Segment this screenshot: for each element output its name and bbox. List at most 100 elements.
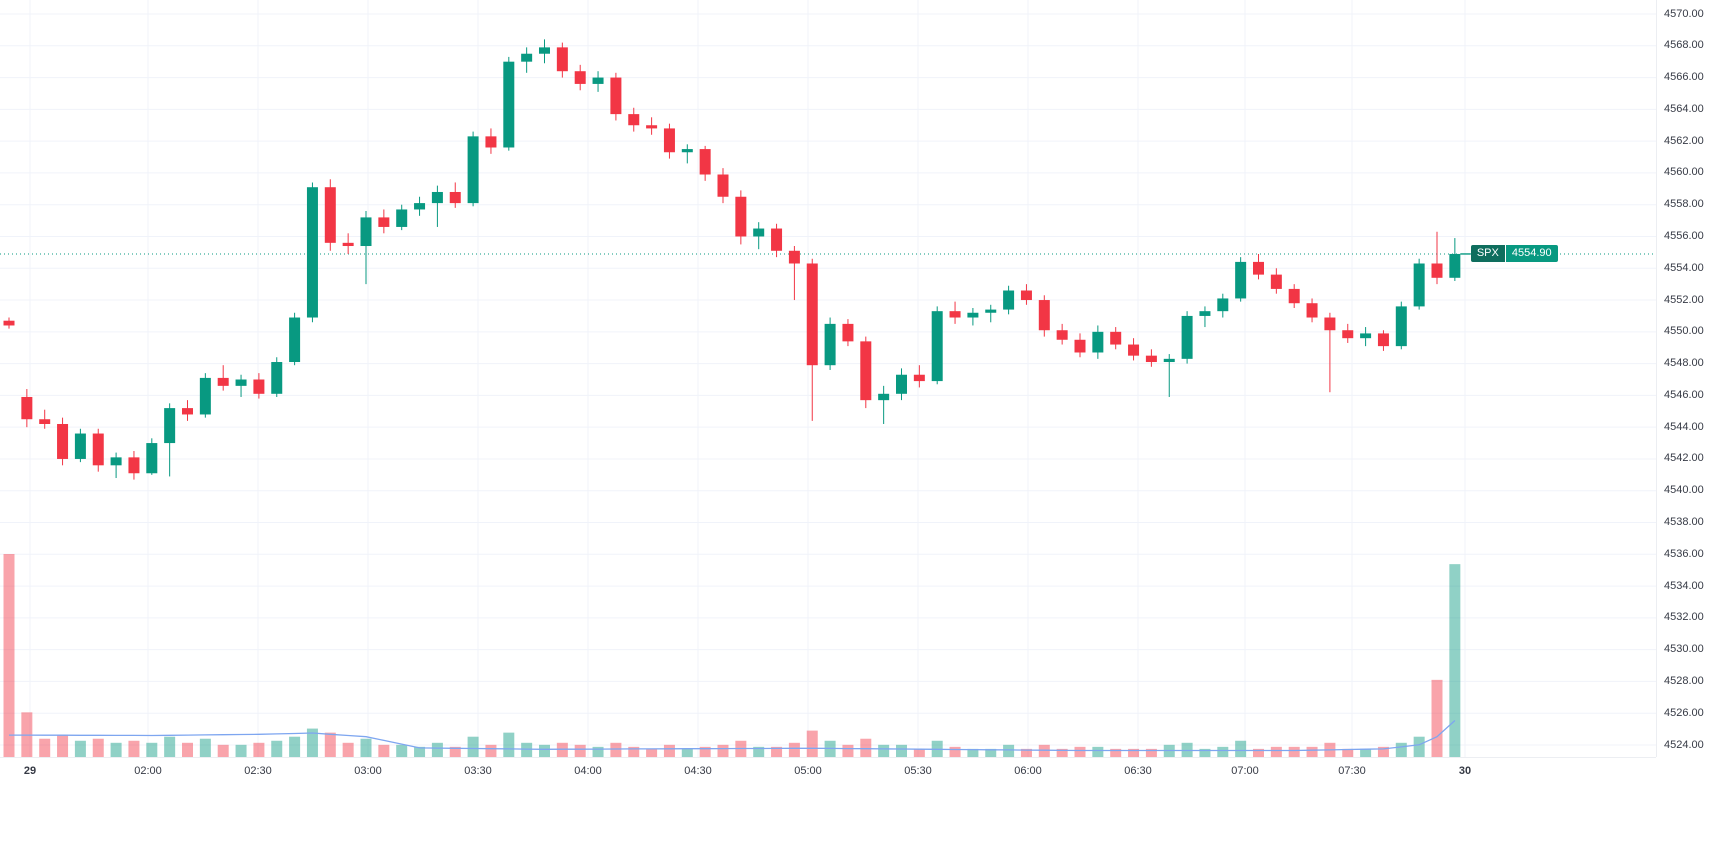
candle[interactable]: [306, 182, 318, 323]
candle[interactable]: [878, 385, 890, 424]
candle[interactable]: [1003, 285, 1015, 315]
candle[interactable]: [1253, 253, 1264, 280]
candle[interactable]: [1092, 325, 1104, 359]
candle[interactable]: [1431, 231, 1443, 285]
candle[interactable]: [806, 258, 818, 421]
price-tick-label: 4570.00: [1664, 7, 1704, 20]
volume-bar: [842, 744, 854, 757]
candle[interactable]: [1413, 258, 1425, 310]
candle[interactable]: [985, 304, 997, 323]
candle[interactable]: [164, 403, 176, 477]
candle[interactable]: [1235, 257, 1247, 302]
candle[interactable]: [1395, 301, 1407, 350]
price-axis[interactable]: 4570.00 4568.00 4566.00 4564.00 4562.00 4560.…: [1656, 0, 1711, 757]
candle[interactable]: [931, 306, 943, 385]
volume-bar: [306, 728, 318, 757]
candle[interactable]: [1306, 298, 1318, 323]
candle[interactable]: [842, 319, 854, 347]
candle[interactable]: [253, 373, 265, 399]
candle[interactable]: [788, 246, 800, 301]
candle[interactable]: [896, 368, 907, 401]
candle[interactable]: [717, 168, 729, 204]
candle[interactable]: [57, 417, 69, 466]
candle[interactable]: [21, 389, 33, 428]
volume-bar: [1431, 679, 1443, 757]
volume-bar: [1217, 746, 1229, 757]
candle[interactable]: [1128, 338, 1140, 361]
candle[interactable]: [503, 56, 515, 151]
candle[interactable]: [521, 47, 533, 73]
candle[interactable]: [146, 438, 158, 475]
candle[interactable]: [1181, 311, 1193, 364]
candle[interactable]: [771, 223, 783, 258]
candle[interactable]: [949, 301, 961, 324]
candle[interactable]: [414, 196, 426, 216]
volume-bar: [360, 738, 372, 757]
candle[interactable]: [1145, 349, 1157, 367]
candle[interactable]: [396, 204, 408, 231]
candle[interactable]: [1163, 354, 1175, 397]
candle[interactable]: [1449, 238, 1461, 281]
candle[interactable]: [1110, 327, 1122, 350]
candle[interactable]: [342, 233, 354, 254]
candle[interactable]: [92, 428, 104, 472]
candle[interactable]: [271, 357, 283, 397]
candle[interactable]: [753, 222, 765, 250]
volume-bar: [199, 738, 211, 757]
candle[interactable]: [1074, 333, 1086, 358]
candle[interactable]: [1020, 284, 1032, 305]
volume-bar: [1110, 748, 1122, 757]
price-tick-label: 4542.00: [1664, 452, 1704, 465]
price-tick-label: 4534.00: [1664, 579, 1704, 592]
candle[interactable]: [485, 128, 497, 154]
candle[interactable]: [913, 365, 925, 388]
candle[interactable]: [628, 107, 640, 132]
time-axis[interactable]: 29 02:00 02:30 03:00 03:30 04:00 04:30 05:00 05:…: [0, 757, 1656, 786]
candle[interactable]: [646, 117, 658, 135]
candle[interactable]: [431, 185, 443, 227]
candle[interactable]: [860, 336, 872, 409]
candle[interactable]: [539, 39, 550, 64]
candle[interactable]: [1217, 293, 1229, 318]
candle[interactable]: [3, 317, 15, 329]
candle[interactable]: [681, 144, 693, 164]
volume-ma-line: [9, 720, 1456, 752]
candle[interactable]: [1270, 268, 1282, 294]
candle[interactable]: [574, 64, 586, 91]
candle[interactable]: [610, 72, 622, 121]
candle[interactable]: [235, 374, 247, 397]
candle[interactable]: [735, 190, 747, 245]
candle[interactable]: [467, 131, 479, 207]
price-tick-label: 4552.00: [1664, 293, 1704, 306]
candle[interactable]: [556, 42, 568, 78]
candle[interactable]: [128, 451, 140, 480]
candle[interactable]: [824, 317, 836, 370]
candle[interactable]: [324, 179, 336, 251]
candle[interactable]: [289, 312, 301, 366]
candle[interactable]: [182, 400, 193, 421]
candle[interactable]: [199, 373, 211, 418]
candle[interactable]: [699, 145, 711, 181]
candle[interactable]: [1199, 306, 1211, 328]
candle[interactable]: [1288, 284, 1300, 308]
candle[interactable]: [663, 123, 675, 159]
candle[interactable]: [1360, 327, 1372, 347]
candle[interactable]: [360, 211, 372, 285]
candle[interactable]: [1324, 312, 1336, 393]
candle[interactable]: [1342, 323, 1354, 343]
candle[interactable]: [217, 365, 229, 391]
volume-bar: [289, 736, 301, 757]
candle[interactable]: [74, 428, 86, 463]
volume-bar: [771, 746, 783, 757]
candle[interactable]: [449, 182, 461, 208]
candlestick-plot[interactable]: [0, 0, 1656, 757]
candle[interactable]: [1377, 330, 1389, 351]
candle[interactable]: [110, 452, 122, 479]
candle[interactable]: [1038, 295, 1050, 337]
candle[interactable]: [39, 409, 51, 429]
candle[interactable]: [1056, 323, 1068, 345]
candle[interactable]: [592, 71, 604, 92]
candle[interactable]: [378, 209, 390, 234]
volume-bar: [39, 738, 51, 757]
candle[interactable]: [967, 307, 979, 326]
